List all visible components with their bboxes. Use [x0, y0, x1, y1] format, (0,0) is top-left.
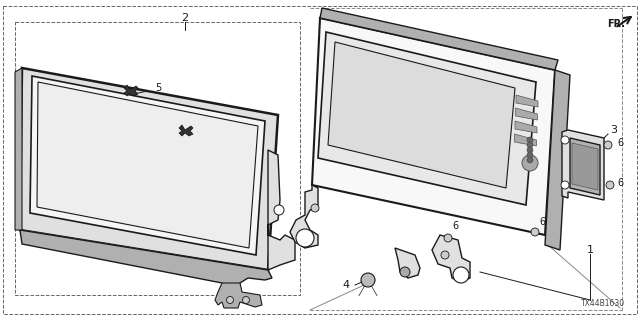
Polygon shape: [30, 76, 265, 255]
Text: 4: 4: [343, 280, 350, 290]
Polygon shape: [516, 95, 538, 107]
Polygon shape: [515, 121, 537, 133]
Polygon shape: [312, 18, 555, 235]
Text: 5: 5: [210, 125, 216, 135]
Polygon shape: [395, 248, 420, 278]
Polygon shape: [20, 68, 278, 270]
Circle shape: [527, 152, 533, 158]
Polygon shape: [124, 85, 138, 96]
Polygon shape: [20, 230, 272, 290]
Circle shape: [311, 204, 319, 212]
Text: 6: 6: [617, 178, 623, 188]
Circle shape: [604, 141, 612, 149]
Polygon shape: [318, 32, 536, 205]
Polygon shape: [328, 42, 515, 188]
Circle shape: [527, 137, 533, 143]
Polygon shape: [37, 82, 258, 248]
Polygon shape: [179, 125, 193, 136]
Circle shape: [444, 234, 452, 242]
Circle shape: [561, 136, 569, 144]
Polygon shape: [570, 138, 600, 195]
Text: 6: 6: [452, 221, 458, 231]
Text: 2: 2: [181, 13, 189, 23]
Polygon shape: [545, 70, 570, 250]
Text: 6: 6: [539, 217, 545, 227]
Circle shape: [400, 267, 410, 277]
Text: 1: 1: [586, 245, 593, 255]
Circle shape: [522, 155, 538, 171]
Circle shape: [441, 251, 449, 259]
Polygon shape: [215, 283, 262, 308]
Circle shape: [531, 228, 539, 236]
Polygon shape: [268, 150, 295, 270]
Polygon shape: [562, 130, 604, 200]
Circle shape: [243, 297, 250, 303]
Circle shape: [561, 181, 569, 189]
Circle shape: [227, 297, 234, 303]
Text: 6: 6: [617, 138, 623, 148]
Text: 5: 5: [155, 83, 161, 93]
Circle shape: [274, 205, 284, 215]
Circle shape: [453, 267, 469, 283]
Circle shape: [527, 157, 533, 163]
Text: FR.: FR.: [607, 19, 625, 29]
Circle shape: [606, 181, 614, 189]
Polygon shape: [15, 68, 22, 230]
Text: TX44B1630: TX44B1630: [581, 299, 625, 308]
Polygon shape: [515, 134, 536, 146]
Circle shape: [361, 273, 375, 287]
Circle shape: [296, 229, 314, 247]
Text: 3: 3: [610, 125, 617, 135]
Polygon shape: [320, 8, 558, 70]
Polygon shape: [432, 235, 470, 282]
Polygon shape: [290, 185, 318, 248]
Polygon shape: [515, 108, 538, 120]
Circle shape: [527, 142, 533, 148]
Polygon shape: [572, 143, 598, 190]
Circle shape: [527, 147, 533, 153]
